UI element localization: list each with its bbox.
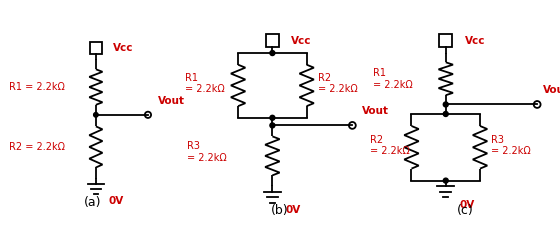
Text: Vcc: Vcc <box>291 36 312 46</box>
Text: 0V: 0V <box>459 200 474 210</box>
Bar <box>90 42 102 54</box>
Circle shape <box>444 178 448 183</box>
Text: R1 = 2.2kΩ: R1 = 2.2kΩ <box>9 82 65 92</box>
Text: 0V: 0V <box>286 205 301 215</box>
Text: R1
= 2.2kΩ: R1 = 2.2kΩ <box>185 73 225 94</box>
Text: R2
= 2.2kΩ: R2 = 2.2kΩ <box>370 135 409 156</box>
Text: (a): (a) <box>83 196 101 208</box>
Text: 0V: 0V <box>108 196 123 206</box>
Text: Vcc: Vcc <box>465 36 486 46</box>
Text: R1
= 2.2kΩ: R1 = 2.2kΩ <box>374 68 413 90</box>
Text: (c): (c) <box>456 204 473 217</box>
Text: Vout: Vout <box>158 96 185 106</box>
Text: Vcc: Vcc <box>113 43 134 53</box>
Circle shape <box>444 111 448 116</box>
Text: (b): (b) <box>271 204 289 217</box>
Circle shape <box>270 115 275 120</box>
Text: R3
= 2.2kΩ: R3 = 2.2kΩ <box>492 135 531 156</box>
Text: R2
= 2.2kΩ: R2 = 2.2kΩ <box>318 73 358 94</box>
Circle shape <box>270 123 275 128</box>
Circle shape <box>444 102 448 107</box>
Bar <box>439 34 452 47</box>
Bar <box>266 34 279 47</box>
Text: R3
= 2.2kΩ: R3 = 2.2kΩ <box>186 141 226 163</box>
Text: Vout: Vout <box>362 106 389 116</box>
Circle shape <box>94 113 98 117</box>
Circle shape <box>270 51 275 56</box>
Text: Vout: Vout <box>543 85 560 95</box>
Text: R2 = 2.2kΩ: R2 = 2.2kΩ <box>9 142 65 152</box>
